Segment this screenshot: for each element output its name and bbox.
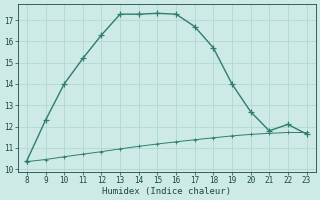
X-axis label: Humidex (Indice chaleur): Humidex (Indice chaleur) (102, 187, 231, 196)
